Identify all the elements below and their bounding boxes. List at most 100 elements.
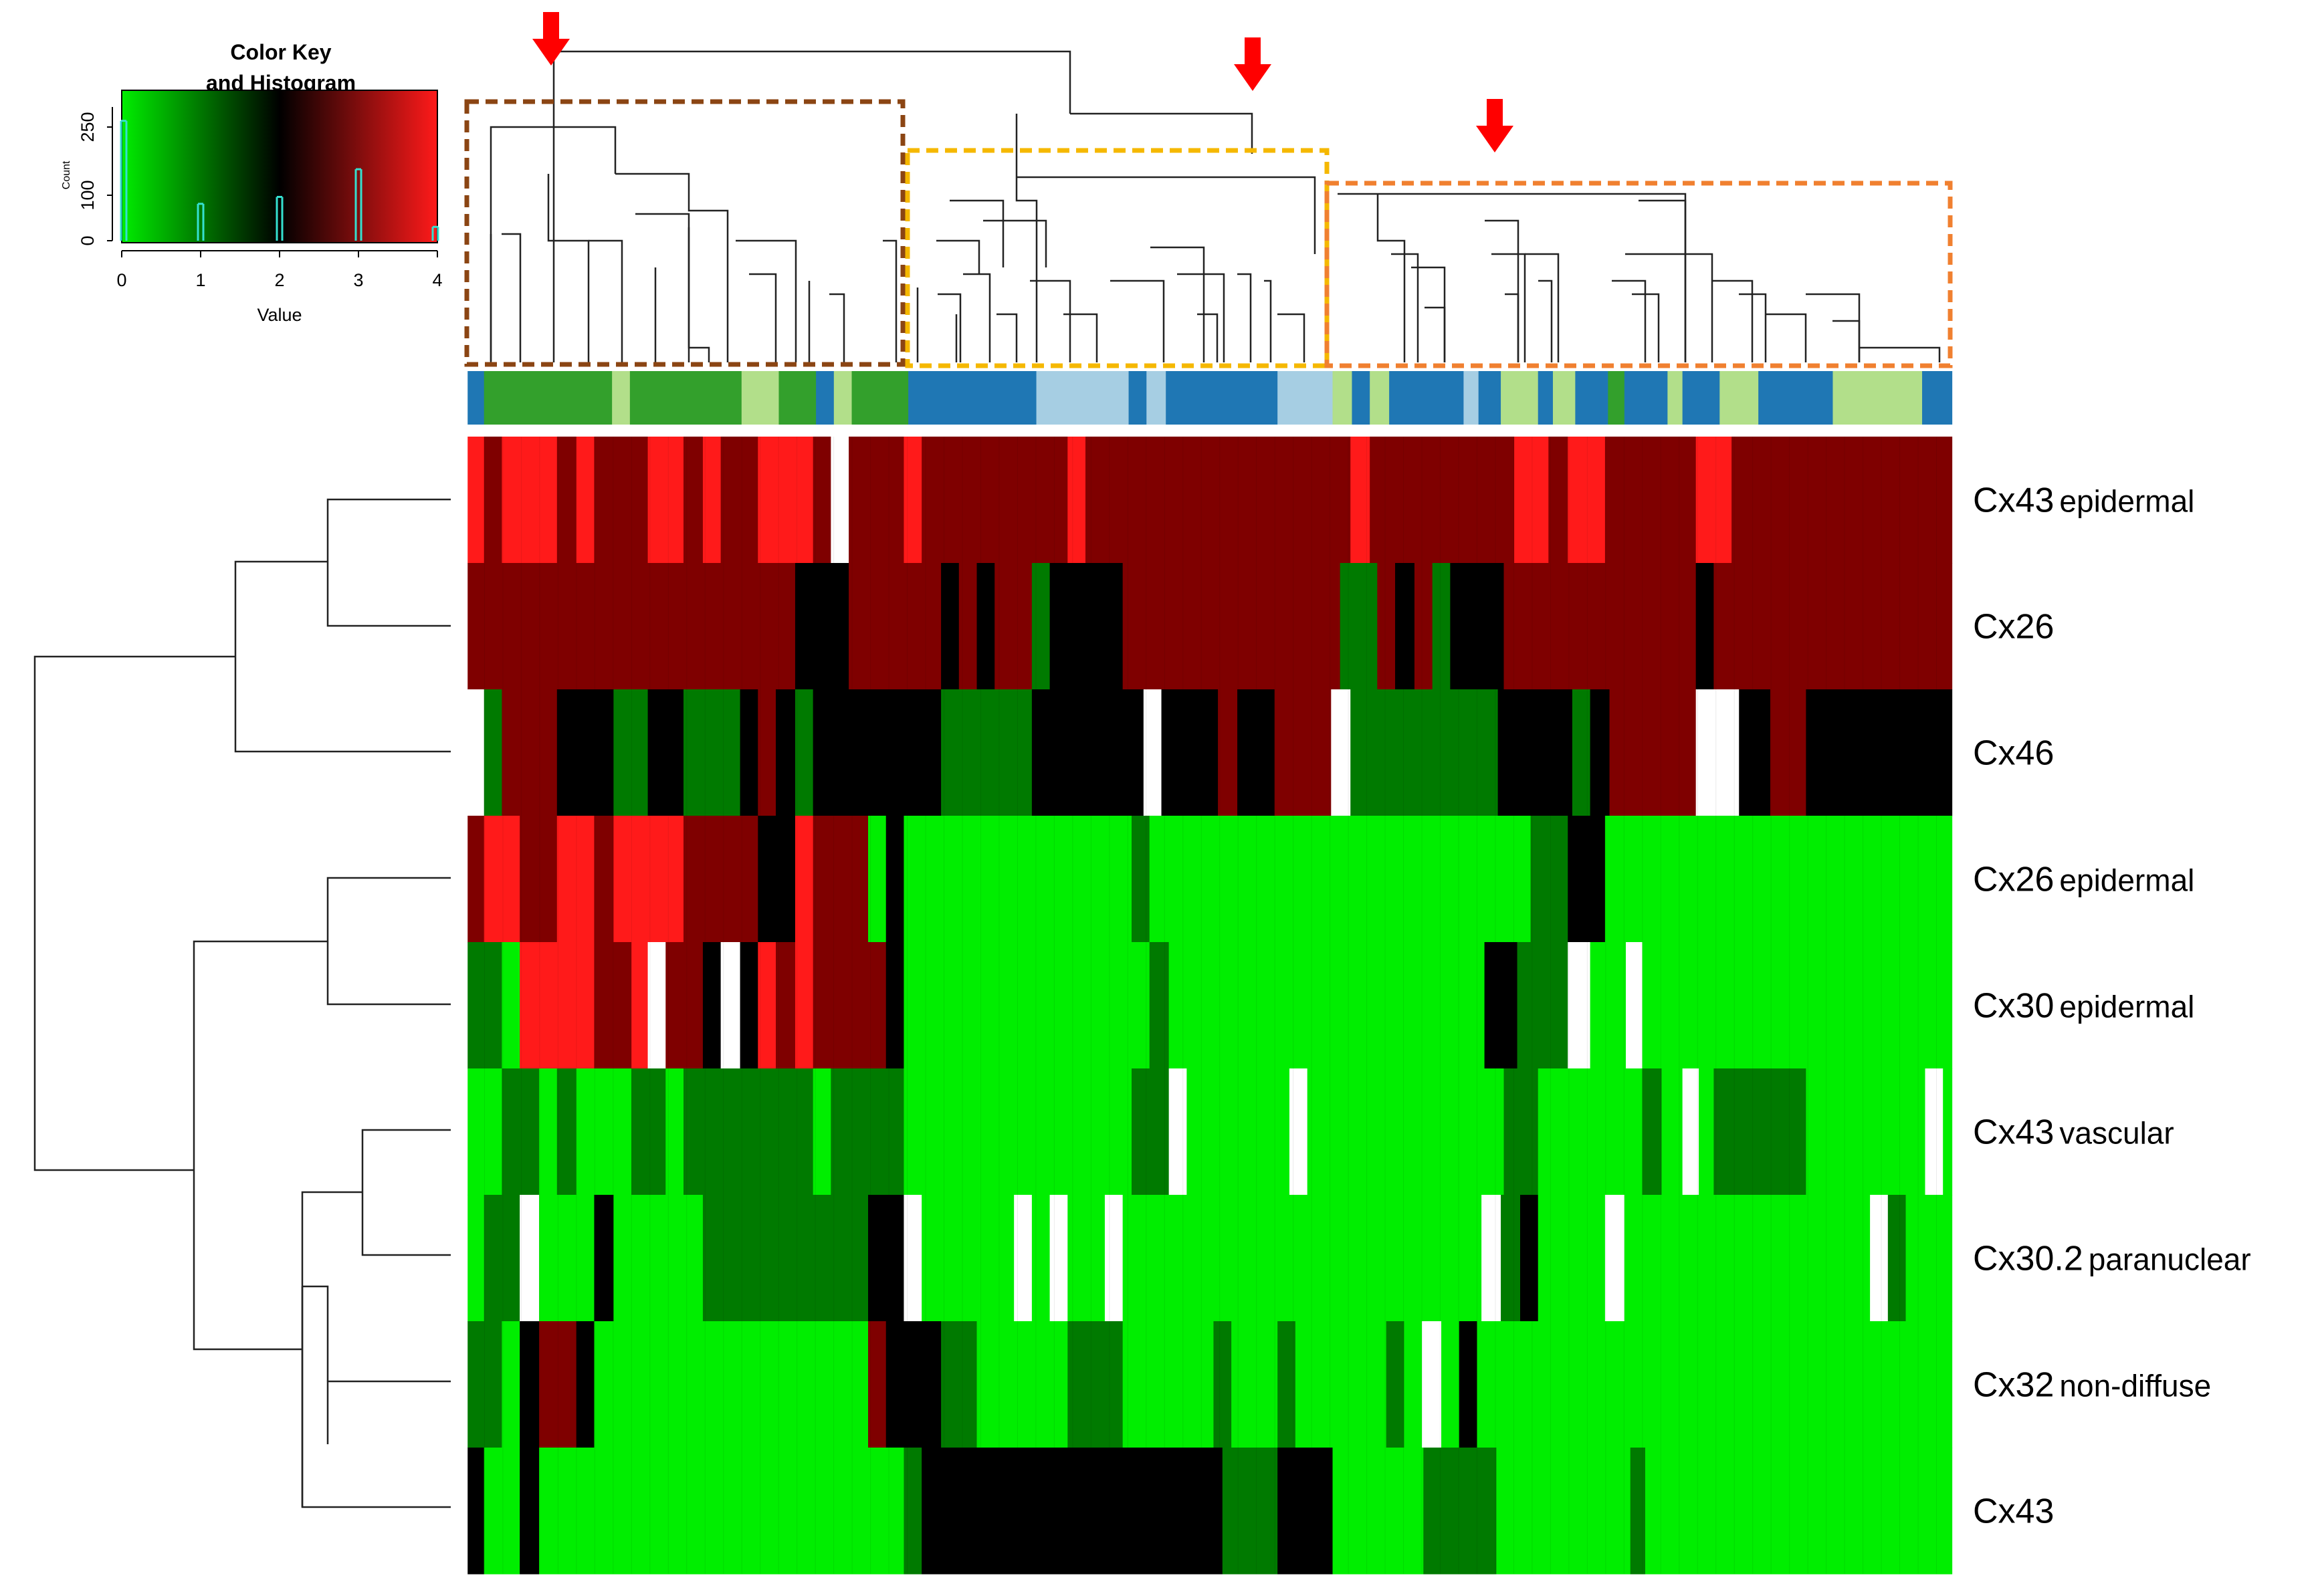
heatmap-cell (976, 563, 995, 690)
heatmap-cell (683, 816, 758, 943)
heatmap-cell (1168, 942, 1485, 1069)
heatmap-cell (922, 1448, 1223, 1575)
heatmap-cell (813, 1068, 831, 1195)
heatmap-cell (1441, 1321, 1460, 1448)
heatmap-cell (1049, 563, 1124, 690)
heatmap-cell (831, 1068, 905, 1195)
heatmap-cell (467, 689, 485, 816)
column-group-cell (484, 371, 613, 425)
heatmap-cell (1590, 942, 1626, 1069)
heatmap-cell (520, 816, 558, 943)
heatmap-cell (467, 437, 485, 564)
heatmap-cell (831, 437, 849, 564)
heatmap-cell (665, 1068, 684, 1195)
heatmap-cell (1104, 1195, 1124, 1322)
heatmap-cell (1626, 942, 1643, 1069)
heatmap-cell (1520, 1195, 1539, 1322)
heatmap-cell (484, 816, 520, 943)
heatmap-cell (1031, 1195, 1051, 1322)
row-label-name: Cx26 (1973, 608, 2054, 647)
row-label-name: Cx43 (1973, 1492, 2054, 1531)
heatmap-cell (813, 689, 942, 816)
heatmap-cell (1496, 1448, 1631, 1575)
row-label: Cx30 epidermal (1973, 987, 2194, 1026)
key-y-axis-label: Count (61, 160, 72, 189)
heatmap-cell (467, 563, 796, 690)
cluster-box-2 (905, 148, 1330, 368)
column-group-cell (1463, 371, 1479, 425)
heatmap-cell (1604, 1195, 1625, 1322)
heatmap-cell (1770, 689, 1806, 816)
heatmap-cell (502, 942, 520, 1069)
row-label: Cx43 epidermal (1973, 481, 2194, 520)
heatmap-cell (520, 1195, 540, 1322)
row-label-name: Cx43 (1973, 481, 2054, 520)
heatmap-cell (1370, 437, 1515, 564)
heatmap-cell (1450, 563, 1505, 690)
column-group-cell (1352, 371, 1370, 425)
heatmap-cell (720, 942, 741, 1069)
heatmap-cell (556, 689, 614, 816)
heatmap-cell (1925, 1068, 1943, 1195)
heatmap-cell (976, 1321, 1068, 1448)
column-group-cell (1332, 371, 1353, 425)
heatmap-cell (1404, 1321, 1423, 1448)
heatmap-cell (1642, 1068, 1663, 1195)
heatmap-cell (502, 437, 558, 564)
heatmap-cell (1695, 437, 1732, 564)
heatmap-cell (1307, 1068, 1505, 1195)
cluster-highlights (464, 99, 1953, 368)
heatmap-cell (484, 1448, 520, 1575)
row-label: Cx26 (1973, 608, 2054, 647)
heatmap-cell (1122, 563, 1341, 690)
heatmap-cell (683, 689, 741, 816)
heatmap-cell (1122, 1321, 1215, 1448)
heatmap-cell (647, 689, 684, 816)
heatmap-cell (467, 1321, 503, 1448)
heatmap-cell (594, 1195, 614, 1322)
arrow-cluster-2 (1234, 37, 1271, 91)
heatmap-cell (941, 689, 1033, 816)
heatmap-cell (539, 1321, 577, 1448)
heatmap-cell (1713, 563, 1953, 690)
heatmap-cell (1695, 563, 1714, 690)
heatmap-cell (1806, 689, 1843, 816)
column-group-cell (1501, 371, 1539, 425)
column-group-cell (1128, 371, 1147, 425)
heatmap-cell (1432, 563, 1451, 690)
heatmap-cell (539, 1448, 905, 1575)
heatmap-cell (1695, 689, 1740, 816)
heatmap-cell (702, 1195, 869, 1322)
heatmap-cell (1143, 689, 1162, 816)
column-group-cell (629, 371, 742, 425)
heatmap-cell (941, 1321, 978, 1448)
heatmap-cell (647, 942, 666, 1069)
heatmap-cell (904, 816, 1132, 943)
heatmap-cell (1031, 563, 1051, 690)
heatmap-cell (1422, 1321, 1442, 1448)
column-group-cell (1478, 371, 1501, 425)
column-group-cell (612, 371, 631, 425)
heatmap-cell (594, 816, 614, 943)
heatmap-cell (576, 1068, 632, 1195)
heatmap-cell (502, 1068, 540, 1195)
heatmap-cell (484, 1195, 520, 1322)
heatmap-cell (904, 1195, 922, 1322)
column-group-cell (1624, 371, 1668, 425)
heatmap-cell (1067, 437, 1086, 564)
heatmap-cell (1630, 1448, 1646, 1575)
heatmap-cell (720, 437, 758, 564)
heatmap-cell (904, 1448, 922, 1575)
row-label-name: Cx26 (1973, 861, 2054, 899)
heatmap-cell (1289, 1068, 1308, 1195)
heatmap-cell (813, 816, 869, 943)
column-group-cell (1682, 371, 1720, 425)
heatmap-cell (1538, 1068, 1643, 1195)
heatmap-cell (1386, 1321, 1404, 1448)
heatmap-cell (556, 816, 595, 943)
heatmap-cell (1213, 1321, 1232, 1448)
heatmap-cell (1067, 1195, 1106, 1322)
heatmap-cell (1132, 1068, 1170, 1195)
row-label-name: Cx46 (1973, 734, 2054, 773)
